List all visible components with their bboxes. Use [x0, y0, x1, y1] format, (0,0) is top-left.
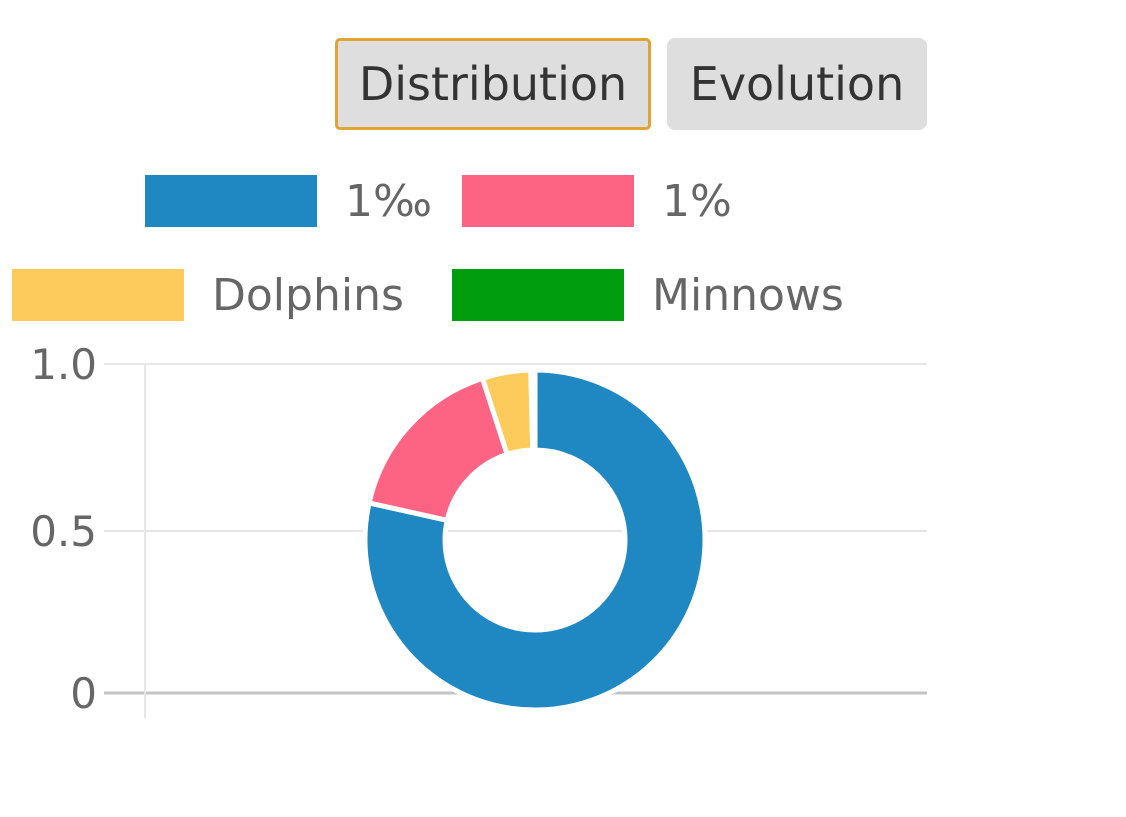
slice-per-mille[interactable] — [362, 367, 708, 713]
legend-label: Minnows — [652, 269, 844, 321]
slice-percent[interactable] — [366, 375, 510, 523]
y-tick-label: 0.5 — [30, 507, 97, 556]
tab-distribution[interactable]: Distribution — [335, 38, 651, 130]
y-tick-label: 0 — [70, 669, 97, 718]
legend-item-dolphins[interactable]: Dolphins — [12, 269, 404, 321]
doughnut-slices — [362, 367, 708, 713]
y-tick-label: 1.0 — [30, 340, 97, 389]
y-axis-ticks: 0 0.5 1.0 — [30, 340, 97, 718]
legend-item-percent[interactable]: 1% — [462, 175, 732, 227]
legend-label: 1‰ — [345, 175, 433, 227]
legend-label: Dolphins — [212, 269, 404, 321]
legend-swatch — [462, 175, 634, 227]
legend-swatch — [145, 175, 317, 227]
legend-swatch — [452, 269, 624, 321]
legend-item-per-mille[interactable]: 1‰ — [145, 175, 432, 227]
legend-label: 1% — [662, 175, 732, 227]
legend-item-minnows[interactable]: Minnows — [452, 269, 844, 321]
slice-minnows[interactable] — [528, 367, 538, 453]
tab-evolution[interactable]: Evolution — [667, 38, 927, 130]
legend-swatch — [12, 269, 184, 321]
